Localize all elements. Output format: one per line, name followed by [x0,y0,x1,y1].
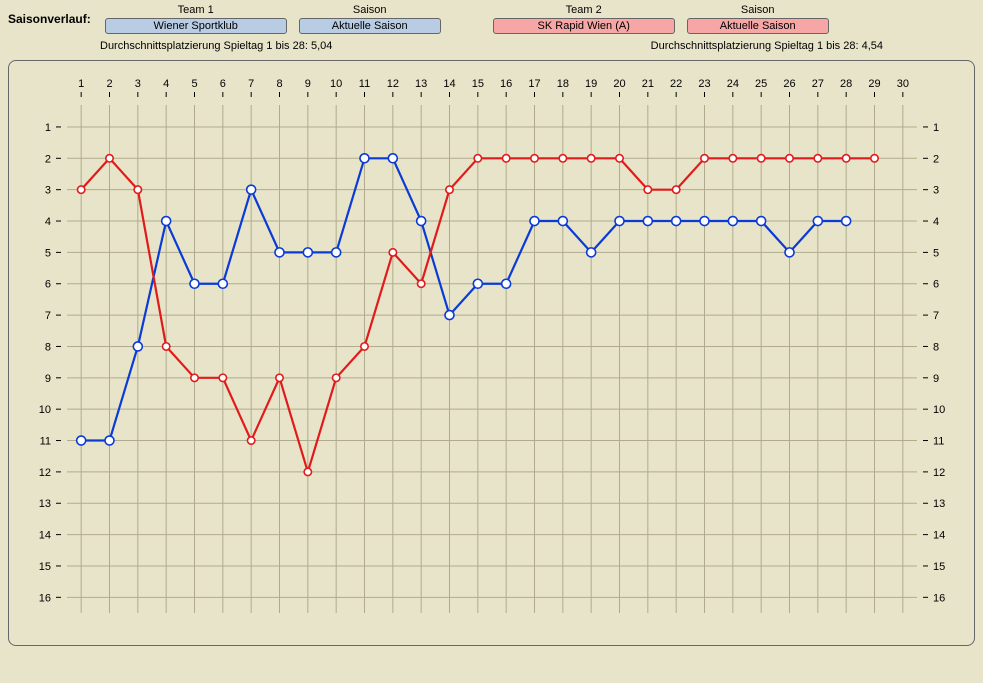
svg-text:22: 22 [670,78,682,90]
svg-text:9: 9 [45,373,51,385]
season1-col: Saison Aktuelle Saison [299,4,441,34]
svg-text:30: 30 [897,78,909,90]
svg-text:4: 4 [163,78,169,90]
svg-text:6: 6 [45,279,51,291]
team2-col: Team 2 SK Rapid Wien (A) [493,4,675,34]
svg-text:8: 8 [933,341,939,353]
svg-text:20: 20 [613,78,625,90]
svg-text:13: 13 [933,498,945,510]
team1-col: Team 1 Wiener Sportklub [105,4,287,34]
svg-text:10: 10 [933,404,945,416]
avg-row: Durchschnittsplatzierung Spieltag 1 bis … [0,34,983,60]
svg-text:16: 16 [933,592,945,604]
saisonverlauf-label: Saisonverlauf: [8,12,91,26]
team1-pill[interactable]: Wiener Sportklub [105,18,287,34]
svg-text:27: 27 [812,78,824,90]
svg-text:3: 3 [135,78,141,90]
team2-title: Team 2 [566,4,602,16]
svg-text:14: 14 [933,530,945,542]
svg-text:15: 15 [472,78,484,90]
svg-text:6: 6 [220,78,226,90]
svg-text:18: 18 [557,78,569,90]
team1-title: Team 1 [178,4,214,16]
svg-text:11: 11 [933,436,944,448]
svg-text:5: 5 [191,78,197,90]
svg-text:9: 9 [933,373,939,385]
svg-text:1: 1 [78,78,84,90]
svg-text:29: 29 [868,78,880,90]
svg-text:25: 25 [755,78,767,90]
svg-text:24: 24 [727,78,739,90]
svg-text:21: 21 [642,78,654,90]
svg-text:28: 28 [840,78,852,90]
svg-text:2: 2 [933,153,939,165]
svg-text:10: 10 [39,404,51,416]
team2-pill[interactable]: SK Rapid Wien (A) [493,18,675,34]
season2-pill[interactable]: Aktuelle Saison [687,18,829,34]
svg-text:16: 16 [39,592,51,604]
svg-text:23: 23 [698,78,710,90]
svg-text:13: 13 [39,498,51,510]
svg-text:3: 3 [45,185,51,197]
avg-team2: Durchschnittsplatzierung Spieltag 1 bis … [651,40,883,52]
svg-text:19: 19 [585,78,597,90]
svg-text:12: 12 [387,78,399,90]
season2-title: Saison [741,4,775,16]
svg-text:12: 12 [39,467,51,479]
svg-text:11: 11 [40,436,51,448]
svg-text:8: 8 [45,341,51,353]
svg-text:7: 7 [933,310,939,322]
season-chart: 1234567891011121314151617181920212223242… [27,71,957,631]
svg-text:3: 3 [933,185,939,197]
header-row: Saisonverlauf: Team 1 Wiener Sportklub S… [0,0,983,34]
svg-text:7: 7 [45,310,51,322]
season1-title: Saison [353,4,387,16]
svg-text:13: 13 [415,78,427,90]
svg-text:1: 1 [933,122,939,134]
season1-pill[interactable]: Aktuelle Saison [299,18,441,34]
season2-col: Saison Aktuelle Saison [687,4,829,34]
svg-text:5: 5 [933,247,939,259]
svg-text:15: 15 [933,561,945,573]
chart-panel: 1234567891011121314151617181920212223242… [8,60,975,646]
svg-text:5: 5 [45,247,51,259]
svg-text:2: 2 [45,153,51,165]
svg-text:17: 17 [528,78,540,90]
svg-text:4: 4 [933,216,939,228]
svg-text:14: 14 [443,78,455,90]
svg-text:26: 26 [783,78,795,90]
svg-text:2: 2 [106,78,112,90]
svg-text:15: 15 [39,561,51,573]
svg-text:12: 12 [933,467,945,479]
svg-text:16: 16 [500,78,512,90]
svg-text:8: 8 [276,78,282,90]
avg-team1: Durchschnittsplatzierung Spieltag 1 bis … [100,40,332,52]
svg-text:10: 10 [330,78,342,90]
svg-text:1: 1 [45,122,51,134]
svg-text:11: 11 [359,78,370,90]
svg-text:4: 4 [45,216,51,228]
svg-text:7: 7 [248,78,254,90]
svg-text:14: 14 [39,530,51,542]
svg-text:9: 9 [305,78,311,90]
svg-text:6: 6 [933,279,939,291]
